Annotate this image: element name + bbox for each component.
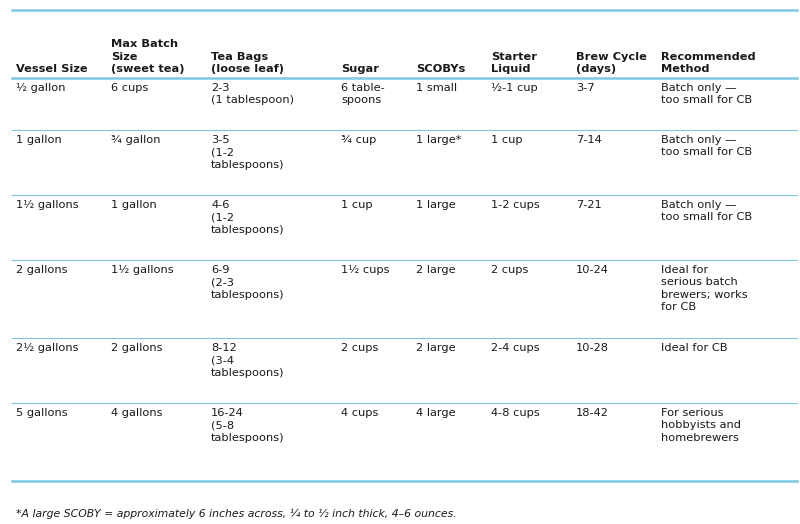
Text: 16-24
(5-8
tablespoons): 16-24 (5-8 tablespoons) — [211, 408, 285, 443]
Text: Sugar: Sugar — [341, 64, 379, 74]
Text: ½ gallon: ½ gallon — [16, 83, 66, 93]
Text: 2 cups: 2 cups — [491, 265, 528, 275]
Text: 7-21: 7-21 — [576, 200, 602, 210]
Text: 5 gallons: 5 gallons — [16, 408, 68, 418]
Text: For serious
hobbyists and
homebrewers: For serious hobbyists and homebrewers — [661, 408, 741, 443]
Text: 6-9
(2-3
tablespoons): 6-9 (2-3 tablespoons) — [211, 265, 285, 300]
Text: Ideal for
serious batch
brewers; works
for CB: Ideal for serious batch brewers; works f… — [661, 265, 748, 312]
Text: Ideal for CB: Ideal for CB — [661, 343, 727, 353]
Text: ¾ gallon: ¾ gallon — [111, 135, 161, 145]
Text: 1½ gallons: 1½ gallons — [16, 200, 78, 210]
Text: 2-4 cups: 2-4 cups — [491, 343, 540, 353]
Text: 2 large: 2 large — [416, 343, 456, 353]
Text: Batch only —
too small for CB: Batch only — too small for CB — [661, 200, 752, 222]
Text: *A large SCOBY = approximately 6 inches across, ¼ to ½ inch thick, 4–6 ounces.: *A large SCOBY = approximately 6 inches … — [16, 509, 457, 519]
Text: Starter
Liquid: Starter Liquid — [491, 51, 537, 74]
Text: 1½ cups: 1½ cups — [341, 265, 390, 275]
Text: 2 large: 2 large — [416, 265, 456, 275]
Text: 2 gallons: 2 gallons — [16, 265, 67, 275]
Text: 1 large: 1 large — [416, 200, 456, 210]
Text: 2-3
(1 tablespoon): 2-3 (1 tablespoon) — [211, 83, 294, 105]
Text: 1 cup: 1 cup — [341, 200, 373, 210]
Text: 2 gallons: 2 gallons — [111, 343, 162, 353]
Text: 1-2 cups: 1-2 cups — [491, 200, 540, 210]
Text: Brew Cycle
(days): Brew Cycle (days) — [576, 51, 647, 74]
Text: 10-28: 10-28 — [576, 343, 609, 353]
Text: 4 cups: 4 cups — [341, 408, 378, 418]
Text: 1 cup: 1 cup — [491, 135, 522, 145]
Text: 10-24: 10-24 — [576, 265, 609, 275]
Text: 4 large: 4 large — [416, 408, 456, 418]
Text: Max Batch
Size
(sweet tea): Max Batch Size (sweet tea) — [111, 39, 185, 74]
Text: 3-7: 3-7 — [576, 83, 594, 93]
Text: 1 large*: 1 large* — [416, 135, 462, 145]
Text: 1 gallon: 1 gallon — [16, 135, 62, 145]
Text: ½-1 cup: ½-1 cup — [491, 83, 538, 93]
Text: Batch only —
too small for CB: Batch only — too small for CB — [661, 135, 752, 157]
Text: Tea Bags
(loose leaf): Tea Bags (loose leaf) — [211, 51, 284, 74]
Text: 4-8 cups: 4-8 cups — [491, 408, 540, 418]
Text: 2½ gallons: 2½ gallons — [16, 343, 78, 353]
Text: SCOBYs: SCOBYs — [416, 64, 466, 74]
Text: 3-5
(1-2
tablespoons): 3-5 (1-2 tablespoons) — [211, 135, 285, 170]
Text: 6 table-
spoons: 6 table- spoons — [341, 83, 385, 105]
Text: 1½ gallons: 1½ gallons — [111, 265, 174, 275]
Text: 6 cups: 6 cups — [111, 83, 148, 93]
Text: 1 small: 1 small — [416, 83, 457, 93]
Text: Batch only —
too small for CB: Batch only — too small for CB — [661, 83, 752, 105]
Text: 8-12
(3-4
tablespoons): 8-12 (3-4 tablespoons) — [211, 343, 285, 378]
Text: 4-6
(1-2
tablespoons): 4-6 (1-2 tablespoons) — [211, 200, 285, 235]
Text: ¾ cup: ¾ cup — [341, 135, 376, 145]
Text: 7-14: 7-14 — [576, 135, 602, 145]
Text: 2 cups: 2 cups — [341, 343, 378, 353]
Text: Vessel Size: Vessel Size — [16, 64, 88, 74]
Text: Recommended
Method: Recommended Method — [661, 51, 756, 74]
Text: 1 gallon: 1 gallon — [111, 200, 157, 210]
Text: 4 gallons: 4 gallons — [111, 408, 162, 418]
Text: 18-42: 18-42 — [576, 408, 609, 418]
